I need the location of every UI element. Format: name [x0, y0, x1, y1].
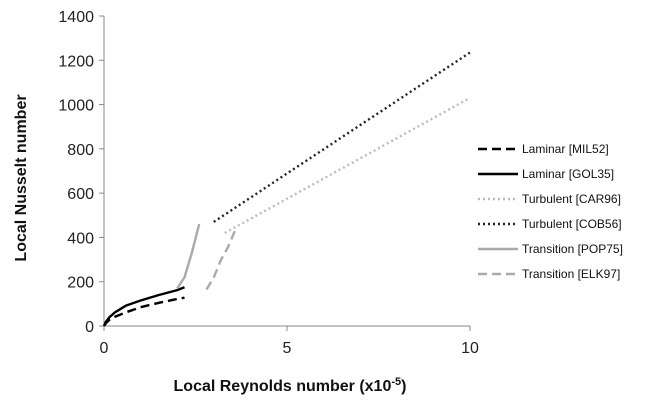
legend-label: Transition [POP75] [522, 242, 623, 256]
series-line [213, 51, 471, 223]
y-tick-label: 200 [67, 275, 94, 292]
y-axis-title: Local Nusselt number [13, 94, 30, 261]
legend: Laminar [MIL52] Laminar [GOL35] Turbulent … [478, 142, 623, 281]
legend-label: Turbulent [COB56] [522, 217, 622, 231]
x-tick-label: 0 [100, 340, 109, 357]
y-tick-label: 800 [67, 142, 94, 159]
legend-label: Laminar [MIL52] [522, 142, 609, 156]
y-tick-label: 0 [85, 319, 94, 336]
series-line [102, 286, 185, 327]
series-line [205, 228, 237, 291]
x-tick-label: 5 [283, 340, 292, 357]
y-tick-label: 600 [67, 186, 94, 203]
y-tick-label: 400 [67, 230, 94, 247]
x-axis-title: Local Reynolds number (x10-5) [174, 376, 407, 395]
plot-area [99, 15, 471, 331]
y-tick-label: 1200 [58, 53, 94, 70]
y-tick-label: 1000 [58, 98, 94, 115]
x-tick-label: 10 [461, 340, 479, 357]
legend-label: Turbulent [CAR96] [522, 192, 621, 206]
y-tick-label: 1400 [58, 9, 94, 26]
y-tick-labels: 0 200 400 600 800 1000 1200 1400 [58, 9, 94, 336]
series-line [224, 96, 471, 235]
legend-label: Laminar [GOL35] [522, 167, 614, 181]
series-line [176, 223, 201, 290]
legend-label: Transition [ELK97] [522, 267, 620, 281]
x-tick-labels: 0 5 10 [100, 340, 479, 357]
